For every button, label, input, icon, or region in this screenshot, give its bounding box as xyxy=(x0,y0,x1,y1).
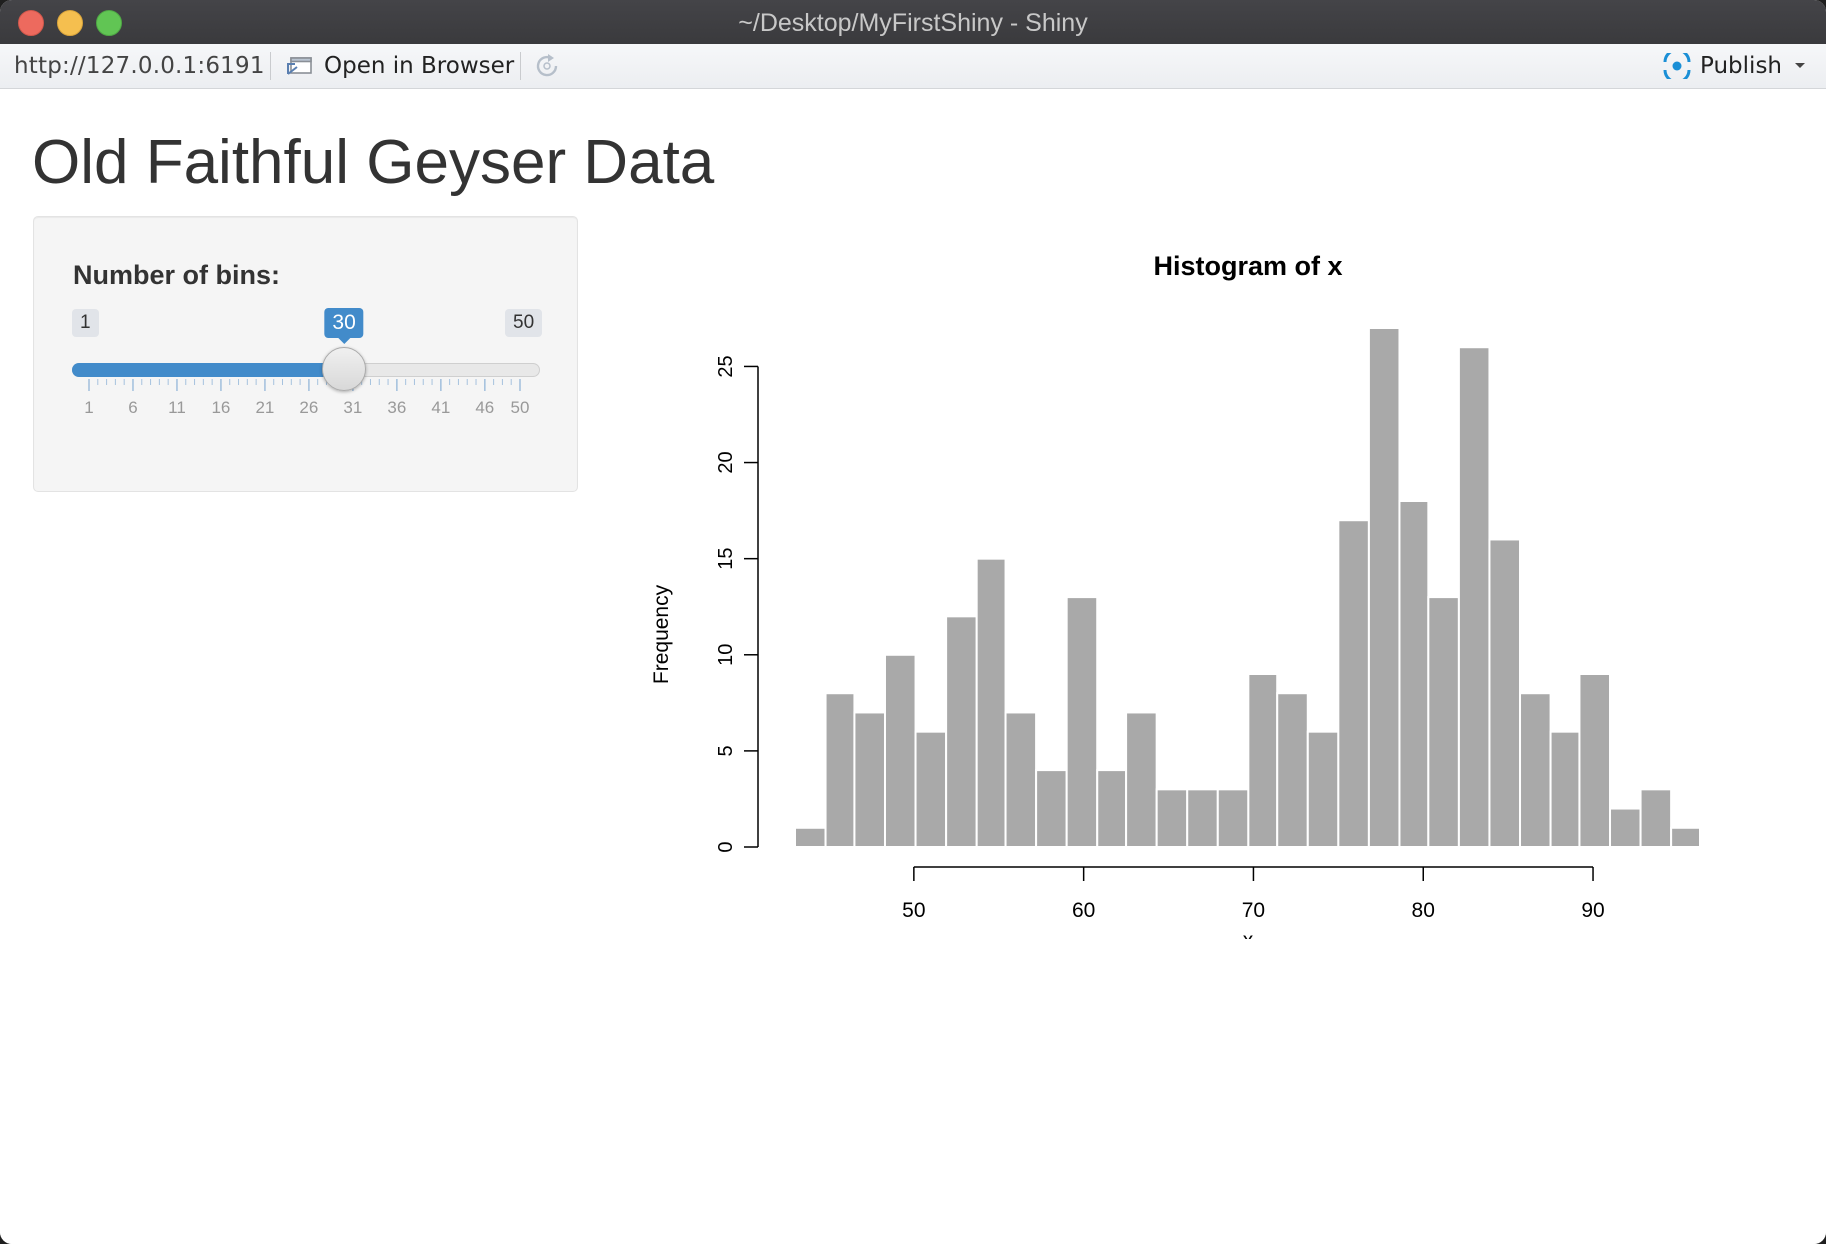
chart-title: Histogram of x xyxy=(1153,251,1342,281)
y-tick-label: 10 xyxy=(715,644,737,666)
refresh-icon xyxy=(536,54,558,77)
title-bar: ~/Desktop/MyFirstShiny - Shiny xyxy=(0,0,1826,45)
open-in-browser-button[interactable]: Open in Browser xyxy=(286,50,514,82)
y-tick-label: 15 xyxy=(715,548,737,570)
slider-max-badge: 50 xyxy=(505,309,543,337)
toolbar-separator xyxy=(270,52,271,80)
histogram-bar xyxy=(1609,807,1642,848)
maximize-window-button[interactable] xyxy=(96,10,122,36)
histogram-bar xyxy=(945,615,978,849)
y-tick-label: 0 xyxy=(715,841,737,852)
histogram-bar xyxy=(1306,730,1340,848)
x-tick-label: 60 xyxy=(1072,899,1095,922)
dropdown-caret-icon[interactable] xyxy=(1794,62,1806,70)
histogram-bar xyxy=(1155,788,1189,848)
slider-value-badge: 30 xyxy=(324,308,364,344)
histogram-bar xyxy=(1367,327,1401,848)
sidebar-panel: Number of bins: 1 50 30 1 6 11 16 21 26 31 36 41… xyxy=(33,216,578,492)
histogram-bar xyxy=(1519,692,1552,848)
slider-tick-label: 11 xyxy=(168,398,186,417)
histogram-bar xyxy=(1427,596,1460,848)
close-window-button[interactable] xyxy=(18,10,44,36)
slider-tick-label: 31 xyxy=(343,398,363,417)
histogram-bar xyxy=(1337,519,1370,848)
app-content: Old Faithful Geyser Data Number of bins:… xyxy=(0,89,1826,1244)
open-in-browser-label: Open in Browser xyxy=(324,53,515,79)
y-tick-label: 20 xyxy=(715,451,737,473)
x-tick-label: 50 xyxy=(902,899,925,922)
histogram-bar xyxy=(1065,596,1099,848)
histogram-bar xyxy=(1247,673,1279,848)
slider-fill xyxy=(72,363,345,377)
x-tick-label: 70 xyxy=(1242,899,1265,922)
histogram-bar xyxy=(1639,788,1673,848)
publish-label: Publish xyxy=(1700,53,1782,79)
refresh-button[interactable] xyxy=(532,51,562,86)
open-in-browser-icon xyxy=(287,57,312,75)
histogram-bar xyxy=(1125,711,1158,849)
x-tick-label: 80 xyxy=(1412,899,1435,922)
histogram-bar xyxy=(1670,826,1702,848)
minimize-window-button[interactable] xyxy=(57,10,83,36)
window-title: ~/Desktop/MyFirstShiny - Shiny xyxy=(738,9,1088,37)
y-tick-label: 5 xyxy=(715,745,737,756)
x-tick-label: 90 xyxy=(1581,899,1604,922)
histogram-bar xyxy=(824,692,856,848)
page-title: Old Faithful Geyser Data xyxy=(32,128,715,197)
histogram-plot: Histogram of x 0 5 10 15 20 25 Frequency 50 60 70 8… xyxy=(650,251,1702,939)
histogram-bar xyxy=(1096,769,1128,848)
slider-tick-label: 46 xyxy=(475,398,495,417)
slider-tick-label: 21 xyxy=(255,398,275,417)
histogram-bar xyxy=(1276,692,1309,848)
x-axis-label: x xyxy=(1243,929,1254,939)
histogram-bar xyxy=(883,653,917,848)
slider-tick-label: 36 xyxy=(387,398,407,417)
slider-tick-label: 16 xyxy=(211,398,231,417)
slider-handle[interactable] xyxy=(322,347,367,391)
publish-button[interactable]: Publish xyxy=(1662,50,1806,82)
slider-tick-label: 6 xyxy=(128,398,138,417)
viewer-toolbar: http://127.0.0.1:6191 Open in Browser xyxy=(0,44,1826,89)
histogram-bar xyxy=(1578,673,1612,848)
bins-slider-label: Number of bins: xyxy=(73,260,280,290)
slider-tick-label: 26 xyxy=(299,398,319,417)
histogram-bar xyxy=(1457,346,1491,848)
url-display[interactable]: http://127.0.0.1:6191 xyxy=(14,53,265,79)
histogram-bar xyxy=(853,711,886,849)
histogram-bar xyxy=(1186,788,1219,848)
slider-min-badge: 1 xyxy=(72,309,99,337)
histogram-bar xyxy=(1216,788,1250,848)
y-axis-label: Frequency xyxy=(650,584,673,684)
histogram-bar xyxy=(914,730,948,848)
histogram-bar xyxy=(1549,730,1581,848)
histogram-bar xyxy=(1398,500,1430,848)
slider-tick-label: 41 xyxy=(431,398,451,417)
histogram-bar xyxy=(975,557,1007,848)
slider-tick-label: 1 xyxy=(84,398,94,417)
y-tick-label: 25 xyxy=(715,355,737,377)
toolbar-separator xyxy=(520,52,521,80)
slider-tick-label: 50 xyxy=(510,398,530,417)
histogram-bar xyxy=(1004,711,1038,849)
histogram-bar xyxy=(794,826,827,848)
publish-icon xyxy=(1663,53,1691,79)
histogram-bar xyxy=(1035,769,1068,848)
histogram-bar xyxy=(1488,538,1522,848)
slider-ticks xyxy=(88,379,521,391)
